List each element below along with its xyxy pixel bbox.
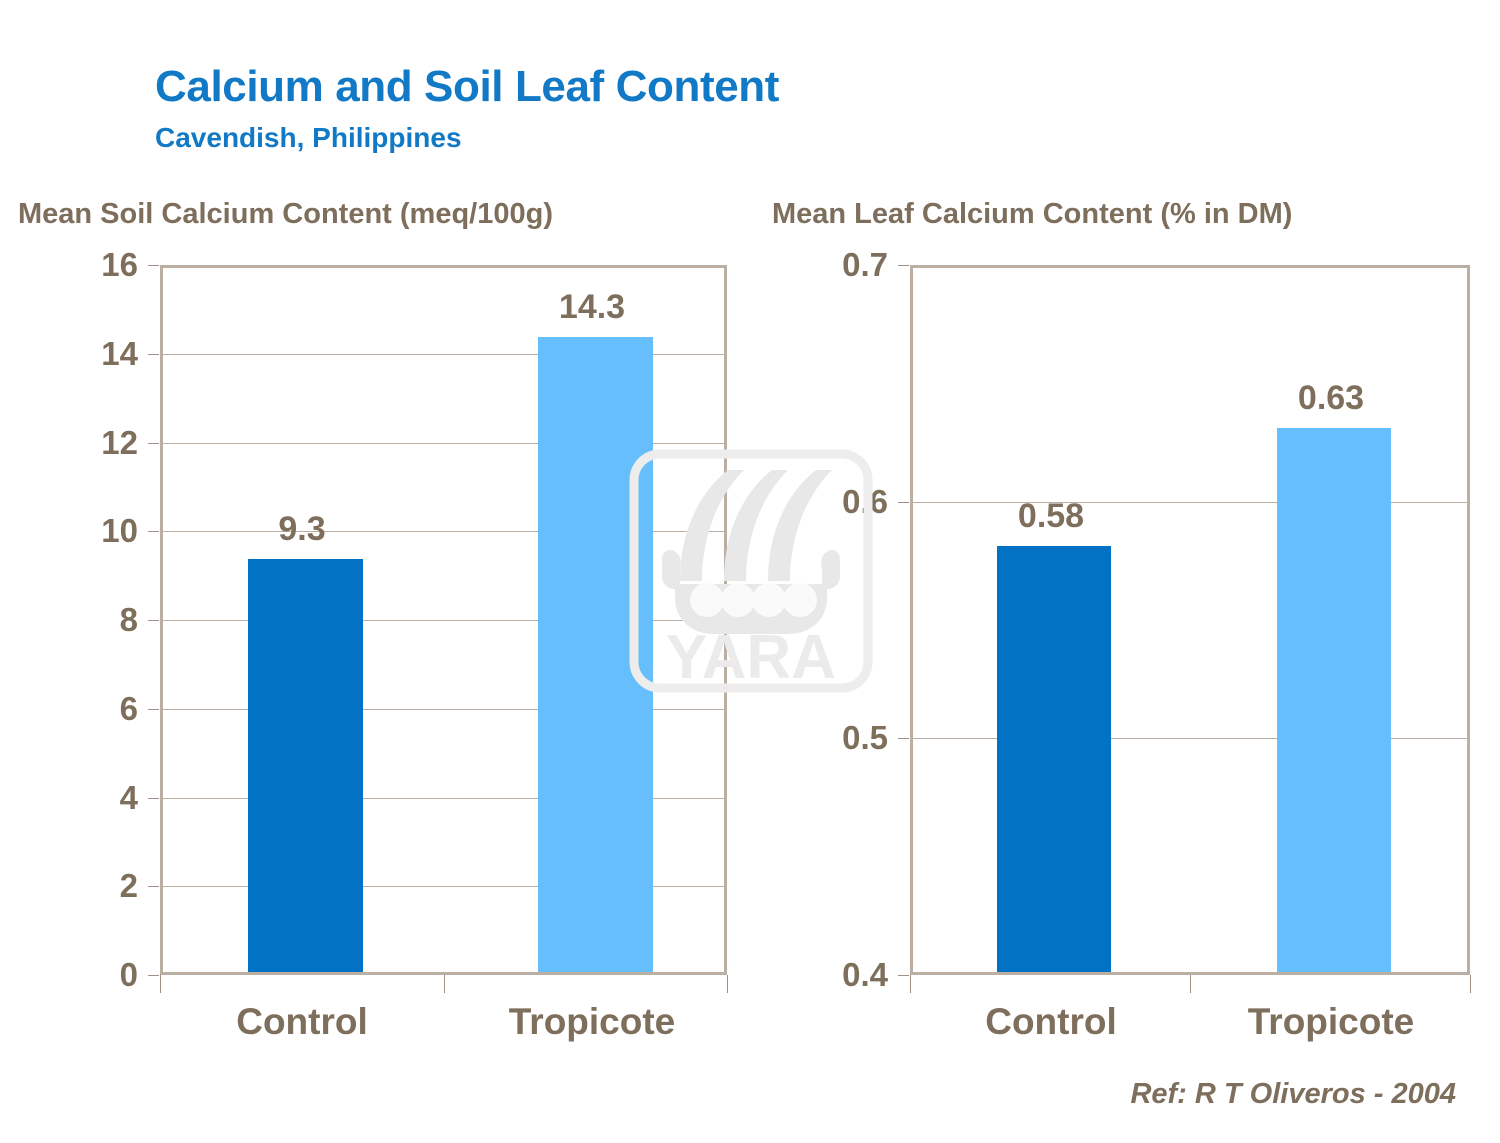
gridline — [163, 708, 724, 710]
x-axis-tick-mark — [1190, 975, 1191, 993]
gridline — [163, 620, 724, 621]
plot-area-soil — [160, 265, 727, 975]
y-axis-tick-label: 0.5 — [842, 719, 888, 757]
y-axis-tick-label: 0.7 — [842, 246, 888, 283]
x-axis-tick-mark — [160, 975, 161, 993]
y-axis-tick-label: 8 — [119, 601, 138, 638]
page-subtitle: Cavendish, Philippines — [155, 122, 462, 153]
x-axis-tick-mark — [727, 975, 728, 993]
y-axis-tick-mark — [148, 620, 159, 621]
bar-value-label: 9.3 — [278, 510, 326, 549]
y-axis-tick-label: 12 — [101, 423, 138, 461]
x-axis-label-tropicote: Tropicote — [508, 1001, 676, 1042]
x-axis-tick-mark — [910, 975, 911, 993]
y-axis-tick-label: 0 — [119, 956, 138, 993]
chart-panel-soil: Mean Soil Calcium Content (meq/100g) 0 2 4… — [18, 198, 728, 1042]
y-axis-tick-mark — [148, 265, 159, 266]
bar-value-label: 0.58 — [1017, 497, 1085, 535]
gridline — [163, 531, 724, 533]
x-axis-label-tropicote: Tropicote — [1247, 1001, 1415, 1042]
y-axis-tick-mark — [898, 975, 909, 976]
bar-value-label: 0.63 — [1297, 378, 1365, 417]
y-axis-tick-label: 10 — [101, 512, 138, 550]
y-axis-tick-mark — [898, 265, 909, 266]
y-axis-tick-mark — [148, 708, 159, 710]
y-axis-tick-label: 4 — [119, 778, 138, 816]
y-axis-tick-label: 0.4 — [842, 956, 888, 993]
bar-value-label: 14.3 — [558, 288, 626, 327]
y-axis-tick-label: 0.6 — [842, 482, 888, 520]
chart-title-leaf: Mean Leaf Calcium Content (% in DM) — [772, 198, 1293, 230]
y-axis-tick-mark — [148, 531, 159, 533]
gridline — [163, 353, 724, 355]
gridline — [163, 886, 724, 888]
y-axis-tick-label: 2 — [119, 867, 138, 905]
chart-panel-leaf: Mean Leaf Calcium Content (% in DM) 0.4 0… — [760, 0, 1500, 1143]
y-axis-tick-mark — [148, 886, 159, 888]
gridline — [913, 738, 1467, 740]
y-axis-tick-mark — [148, 442, 159, 444]
y-axis-tick-mark — [898, 738, 909, 740]
y-axis-tick-mark — [148, 975, 159, 976]
reference-note: Ref: R T Oliveros - 2004 — [1130, 1078, 1456, 1110]
bar-tropicote[interactable] — [1277, 427, 1391, 972]
page-title: Calcium and Soil Leaf Content — [155, 62, 780, 111]
bar-control[interactable] — [247, 559, 363, 972]
gridline — [163, 442, 724, 444]
y-axis-tick-label: 14 — [101, 334, 138, 372]
x-axis-tick-mark — [443, 975, 445, 993]
y-axis-tick-label: 6 — [119, 689, 138, 727]
chart-title-soil: Mean Soil Calcium Content (meq/100g) — [18, 198, 553, 230]
x-axis-label-control: Control — [236, 1001, 368, 1042]
x-axis-tick-mark — [1470, 975, 1471, 993]
y-axis-tick-mark — [148, 353, 159, 355]
gridline — [913, 501, 1467, 503]
plot-area-leaf — [910, 265, 1470, 975]
y-axis-tick-label: 16 — [101, 246, 138, 283]
y-axis-tick-mark — [898, 501, 909, 503]
y-axis-tick-mark — [148, 797, 159, 799]
gridline — [163, 797, 724, 799]
bar-control[interactable] — [997, 546, 1111, 972]
x-axis-label-control: Control — [985, 1001, 1117, 1042]
bar-tropicote[interactable] — [537, 337, 653, 972]
